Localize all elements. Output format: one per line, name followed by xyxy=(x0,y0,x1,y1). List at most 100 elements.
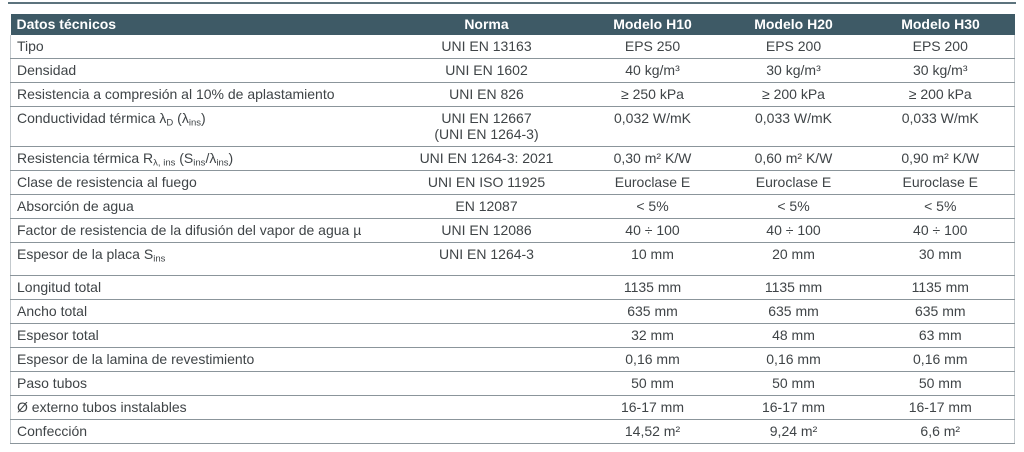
table-row: Densidad UNI EN 1602 40 kg/m³ 30 kg/m³ 3… xyxy=(10,58,1015,83)
row-value-h20: 20 mm xyxy=(720,242,867,276)
header-datos-tecnicos: Datos técnicos xyxy=(10,14,389,35)
table-row: Factor de resistencia de la difusión del… xyxy=(10,218,1015,243)
row-label: Clase de resistencia al fuego xyxy=(10,170,389,195)
row-norma: UNI EN 1602 xyxy=(388,58,585,83)
row-value-h20: 50 mm xyxy=(720,371,867,396)
table-row: Espesor de la lamina de revestimiento 0,… xyxy=(10,347,1015,372)
header-modelo-h10: Modelo H10 xyxy=(584,14,721,35)
row-value-h20: Euroclase E xyxy=(720,170,867,195)
row-norma xyxy=(388,371,585,396)
row-label: Ø externo tubos instalables xyxy=(10,395,389,420)
row-value-h20: ≥ 200 kPa xyxy=(720,82,867,107)
technical-data-table: Datos técnicos Norma Modelo H10 Modelo H… xyxy=(10,14,1015,444)
row-value-h30: 0,90 m² K/W xyxy=(866,146,1015,171)
row-value-h30: 0,033 W/mK xyxy=(866,106,1015,147)
row-value-h30: 50 mm xyxy=(866,371,1015,396)
row-value-h30: 30 kg/m³ xyxy=(866,58,1015,83)
row-value-h10: 1135 mm xyxy=(584,275,721,300)
row-value-h20: 30 kg/m³ xyxy=(720,58,867,83)
row-norma: UNI EN 1264-3: 2021 xyxy=(388,146,585,171)
row-value-h20: 635 mm xyxy=(720,299,867,324)
row-norma xyxy=(388,395,585,420)
row-norma: EN 12087 xyxy=(388,194,585,219)
row-label: Paso tubos xyxy=(10,371,389,396)
row-norma xyxy=(388,275,585,300)
row-label: Absorción de agua xyxy=(10,194,389,219)
table-row: Ancho total 635 mm 635 mm 635 mm xyxy=(10,299,1015,324)
row-label: Longitud total xyxy=(10,275,389,300)
row-value-h30: < 5% xyxy=(866,194,1015,219)
row-value-h10: Euroclase E xyxy=(584,170,721,195)
row-value-h10: 635 mm xyxy=(584,299,721,324)
table-header: Datos técnicos Norma Modelo H10 Modelo H… xyxy=(10,14,1015,35)
row-value-h30: 6,6 m² xyxy=(866,419,1015,444)
row-value-h20: EPS 200 xyxy=(720,35,867,59)
table-row: Tipo UNI EN 13163 EPS 250 EPS 200 EPS 20… xyxy=(10,35,1015,59)
row-value-h20: 0,033 W/mK xyxy=(720,106,867,147)
row-value-h10: 10 mm xyxy=(584,242,721,276)
table-row: Longitud total 1135 mm 1135 mm 1135 mm xyxy=(10,275,1015,300)
top-rule xyxy=(8,2,1016,4)
row-value-h10: 32 mm xyxy=(584,323,721,348)
row-label: Factor de resistencia de la difusión del… xyxy=(10,218,389,243)
row-norma: UNI EN 12667 (UNI EN 1264-3) xyxy=(388,106,585,147)
row-label: Espesor de la placa Sins xyxy=(10,242,389,276)
row-norma xyxy=(388,323,585,348)
row-value-h10: 40 ÷ 100 xyxy=(584,218,721,243)
row-value-h20: 0,16 mm xyxy=(720,347,867,372)
row-value-h20: 48 mm xyxy=(720,323,867,348)
header-modelo-h30: Modelo H30 xyxy=(866,14,1015,35)
row-value-h30: 635 mm xyxy=(866,299,1015,324)
row-norma: UNI EN 1264-3 xyxy=(388,242,585,276)
row-value-h30: 0,16 mm xyxy=(866,347,1015,372)
row-value-h20: 16-17 mm xyxy=(720,395,867,420)
row-value-h10: 14,52 m² xyxy=(584,419,721,444)
table-row: Ø externo tubos instalables 16-17 mm 16-… xyxy=(10,395,1015,420)
row-norma: UNI EN 13163 xyxy=(388,35,585,59)
table-row: Paso tubos 50 mm 50 mm 50 mm xyxy=(10,371,1015,396)
row-label: Tipo xyxy=(10,35,389,59)
row-value-h10: 40 kg/m³ xyxy=(584,58,721,83)
row-norma: UNI EN 826 xyxy=(388,82,585,107)
row-value-h20: 40 ÷ 100 xyxy=(720,218,867,243)
row-value-h10: 0,30 m² K/W xyxy=(584,146,721,171)
row-value-h30: 1135 mm xyxy=(866,275,1015,300)
row-value-h10: ≥ 250 kPa xyxy=(584,82,721,107)
row-label: Ancho total xyxy=(10,299,389,324)
row-value-h10: 0,032 W/mK xyxy=(584,106,721,147)
row-value-h30: EPS 200 xyxy=(866,35,1015,59)
header-modelo-h20: Modelo H20 xyxy=(720,14,867,35)
row-label: Resistencia a compresión al 10% de aplas… xyxy=(10,82,389,107)
row-value-h10: EPS 250 xyxy=(584,35,721,59)
row-value-h20: < 5% xyxy=(720,194,867,219)
table-row: Espesor total 32 mm 48 mm 63 mm xyxy=(10,323,1015,348)
header-row: Datos técnicos Norma Modelo H10 Modelo H… xyxy=(10,14,1015,35)
table-row: Conductividad térmica λD (λins) UNI EN 1… xyxy=(10,106,1015,147)
row-norma: UNI EN 12086 xyxy=(388,218,585,243)
row-label: Espesor de la lamina de revestimiento xyxy=(10,347,389,372)
row-value-h30: 40 ÷ 100 xyxy=(866,218,1015,243)
row-label: Resistencia térmica Rλ, ins (Sins/λins) xyxy=(10,146,389,171)
row-label: Espesor total xyxy=(10,323,389,348)
table-row: Clase de resistencia al fuego UNI EN ISO… xyxy=(10,170,1015,195)
row-value-h10: 0,16 mm xyxy=(584,347,721,372)
row-label: Conductividad térmica λD (λins) xyxy=(10,106,389,147)
row-value-h10: 50 mm xyxy=(584,371,721,396)
row-value-h30: 30 mm xyxy=(866,242,1015,276)
row-value-h20: 1135 mm xyxy=(720,275,867,300)
row-value-h20: 0,60 m² K/W xyxy=(720,146,867,171)
table-row: Resistencia térmica Rλ, ins (Sins/λins) … xyxy=(10,146,1015,171)
row-label: Densidad xyxy=(10,58,389,83)
header-norma: Norma xyxy=(388,14,585,35)
row-value-h30: 63 mm xyxy=(866,323,1015,348)
table-row: Resistencia a compresión al 10% de aplas… xyxy=(10,82,1015,107)
row-value-h30: 16-17 mm xyxy=(866,395,1015,420)
row-value-h20: 9,24 m² xyxy=(720,419,867,444)
row-norma xyxy=(388,419,585,444)
row-norma: UNI EN ISO 11925 xyxy=(388,170,585,195)
row-label: Confección xyxy=(10,419,389,444)
row-norma xyxy=(388,347,585,372)
table-body: Tipo UNI EN 13163 EPS 250 EPS 200 EPS 20… xyxy=(10,35,1015,444)
table-row: Absorción de agua EN 12087 < 5% < 5% < 5… xyxy=(10,194,1015,219)
table-row: Confección 14,52 m² 9,24 m² 6,6 m² xyxy=(10,419,1015,444)
